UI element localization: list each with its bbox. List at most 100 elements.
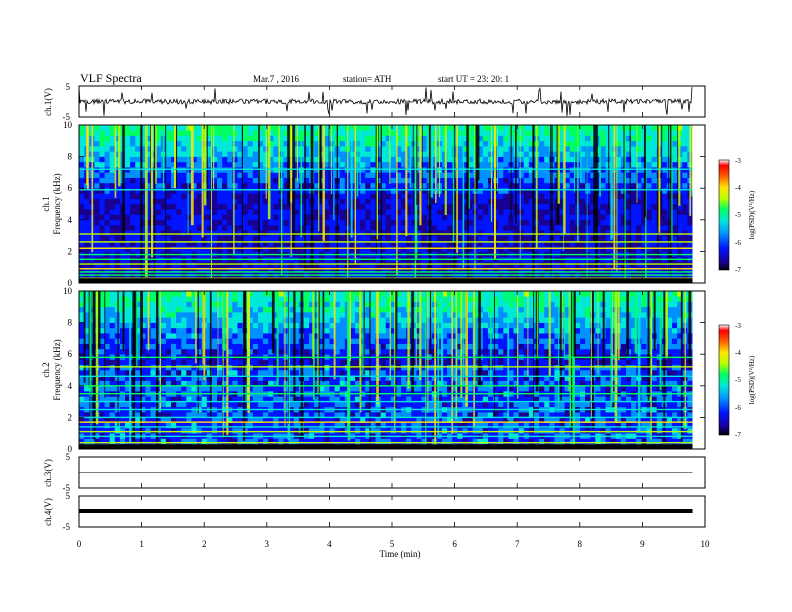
spectrogram-cell <box>339 198 346 205</box>
spectrogram-cell <box>600 146 606 152</box>
spectrogram-cell <box>186 172 192 178</box>
spectrogram-cell <box>401 140 407 147</box>
spectrogram-cell <box>135 322 141 329</box>
spectrogram-cell <box>651 177 657 184</box>
spectrogram-cell <box>252 401 259 408</box>
spectrogram-cell <box>155 177 162 184</box>
spectrogram-cell <box>401 182 407 189</box>
spectrogram-cell <box>406 161 412 168</box>
spectrogram-cell <box>651 161 657 168</box>
spectrogram-cell <box>447 177 453 184</box>
spectrogram-burst <box>356 125 359 197</box>
spectrogram-cell <box>636 240 642 247</box>
spectrogram-cell <box>273 130 279 136</box>
spectrogram-cell <box>181 267 187 273</box>
spectrogram-cell <box>457 230 463 236</box>
spectrogram-cell <box>79 438 85 445</box>
spectrogram-cell <box>232 209 238 215</box>
spectrogram-cell <box>564 140 571 147</box>
spectrogram-cell <box>268 396 274 402</box>
spectrogram-cell <box>227 188 233 194</box>
spectrogram-cell <box>89 348 95 355</box>
spectrogram-cell <box>564 204 571 210</box>
spectrogram-cell <box>135 235 141 242</box>
spectrogram-cell <box>564 214 571 221</box>
spectrogram-cell <box>641 267 647 273</box>
spectrogram-cell <box>365 214 371 221</box>
spectrogram-cell <box>252 312 259 318</box>
spectrogram-cell <box>283 412 289 418</box>
spectrogram-cell <box>416 219 422 226</box>
spectrogram-cell <box>196 225 202 231</box>
spectrogram-cell <box>339 172 346 178</box>
spectrogram-cell <box>247 151 254 157</box>
spectrogram-burst <box>453 125 456 274</box>
spectrogram-cell <box>237 161 243 168</box>
spectrogram-cell <box>401 130 407 136</box>
spectrogram-cell <box>431 130 438 136</box>
spectrogram-cell <box>99 375 105 381</box>
spectrogram-cell <box>677 209 683 215</box>
spectrogram-cell <box>181 204 187 210</box>
spectrogram-cell <box>247 235 254 242</box>
spectrogram-cell <box>549 161 555 168</box>
spectrogram-cell <box>206 417 213 423</box>
spectrogram-cell <box>181 193 187 200</box>
spectrogram-cell <box>600 219 606 226</box>
spectrogram-cell <box>79 370 85 376</box>
spectrogram-cell <box>482 188 489 194</box>
spectrogram-cell <box>125 130 131 136</box>
spectrogram-cell <box>79 140 85 147</box>
spectrogram-cell <box>247 230 254 236</box>
spectrogram-cell <box>186 301 192 308</box>
spectrogram-cell <box>109 343 116 350</box>
spectrogram-cell <box>114 438 121 445</box>
spectrogram-cell <box>217 401 223 408</box>
spectrogram-cell <box>421 219 427 226</box>
spectrogram-cell <box>227 370 233 376</box>
spectrogram-cell <box>252 343 259 350</box>
spectrogram-cell <box>165 135 172 142</box>
spectrogram-cell <box>201 401 208 408</box>
spectrogram-cell <box>176 370 182 376</box>
spectrogram-cell <box>191 172 197 178</box>
spectrogram-cell <box>104 422 110 429</box>
spectrogram-cell <box>283 317 289 323</box>
spectrogram-cell <box>646 204 652 210</box>
spectrogram-cell <box>125 235 131 242</box>
spectrogram-cell <box>559 151 565 157</box>
spectrogram-cell <box>518 267 525 273</box>
spectrogram-cell <box>247 135 254 142</box>
spectrogram-cell <box>252 188 259 194</box>
spectrogram-cell <box>303 235 310 242</box>
spectrogram-cell <box>186 306 192 313</box>
spectrogram-cell <box>125 343 131 350</box>
spectrogram-cell <box>206 343 213 350</box>
spectrogram-cell <box>104 333 110 339</box>
spectrogram-cell <box>365 125 371 131</box>
spectrogram-cell <box>135 370 141 376</box>
spectrogram-burst <box>380 125 382 266</box>
spectrogram-cell <box>395 198 402 205</box>
spectrogram-cell <box>268 417 274 423</box>
spectrogram-cell <box>165 380 172 387</box>
spectrogram-cell <box>145 140 151 147</box>
spectrogram-cell <box>390 151 397 157</box>
spectrogram-cell <box>104 219 110 226</box>
spectrogram-cell <box>155 172 162 178</box>
spectrogram-cell <box>656 267 663 273</box>
spectrogram-cell <box>651 219 657 226</box>
spectrogram-cell <box>278 370 284 376</box>
spectrogram-cell <box>99 417 105 423</box>
spectrogram-cell <box>595 146 601 152</box>
spectrogram-cell <box>462 156 468 163</box>
spectrogram-cell <box>79 296 85 302</box>
spectrogram-cell <box>661 204 668 210</box>
spectrogram-cell <box>672 225 678 231</box>
spectrogram-cell <box>125 135 131 142</box>
spectrogram-cell <box>528 135 535 142</box>
spectrogram-cell <box>114 198 121 205</box>
spectrogram-burst <box>595 125 598 273</box>
spectrogram-cell <box>626 151 632 157</box>
spectrogram-cell <box>518 235 525 242</box>
